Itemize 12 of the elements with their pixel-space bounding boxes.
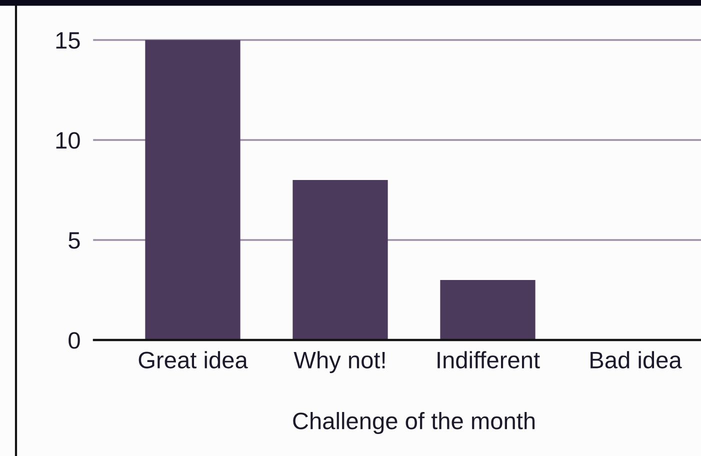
x-tick-label: Bad idea [590, 351, 682, 368]
bar [292, 180, 388, 340]
bar [440, 280, 536, 340]
y-tick-label: 10 [56, 132, 80, 149]
y-tick-label: 5 [68, 232, 80, 249]
x-tick-label: Indifferent [438, 351, 540, 368]
y-tick-label: 15 [56, 32, 80, 49]
y-tick-label: 0 [68, 332, 80, 349]
x-tick-label: Great idea [138, 351, 248, 368]
x-axis-title: Challenge of the month [293, 412, 535, 434]
bar [145, 40, 240, 340]
x-tick-label: Why not! [294, 351, 385, 374]
